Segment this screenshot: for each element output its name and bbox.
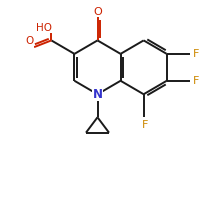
Text: F: F bbox=[193, 49, 200, 59]
Text: N: N bbox=[93, 88, 103, 101]
Text: HO: HO bbox=[36, 23, 52, 33]
Text: F: F bbox=[193, 76, 200, 86]
Text: F: F bbox=[142, 120, 149, 130]
Text: O: O bbox=[25, 36, 33, 46]
Text: O: O bbox=[93, 7, 102, 17]
